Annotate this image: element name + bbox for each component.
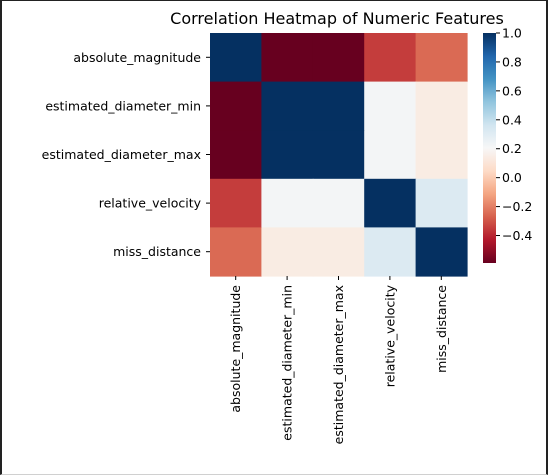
column-label: absolute_magnitude bbox=[228, 285, 243, 413]
heatmap-cell bbox=[312, 81, 365, 131]
heatmap-cell bbox=[415, 227, 468, 277]
heatmap-cells bbox=[210, 33, 468, 277]
heatmap-cell bbox=[364, 227, 417, 277]
row-label: miss_distance bbox=[113, 244, 201, 259]
heatmap-cell bbox=[364, 81, 417, 131]
heatmap-cell bbox=[261, 227, 314, 277]
heatmap-cell bbox=[312, 130, 365, 180]
heatmap-cell bbox=[210, 33, 262, 83]
heatmap-cell bbox=[312, 227, 365, 277]
colorbar-tick-label: 0.0 bbox=[502, 170, 522, 185]
colorbar-tick-label: 0.8 bbox=[502, 54, 522, 69]
row-label: estimated_diameter_min bbox=[45, 98, 201, 113]
row-label: relative_velocity bbox=[99, 196, 202, 211]
heatmap-cell bbox=[364, 178, 417, 228]
column-label: estimated_diameter_max bbox=[331, 285, 346, 444]
heatmap-cell bbox=[261, 33, 314, 83]
row-label: absolute_magnitude bbox=[73, 50, 201, 65]
heatmap-cell bbox=[210, 130, 262, 180]
heatmap-cell bbox=[415, 81, 468, 131]
heatmap-cell bbox=[261, 81, 314, 131]
heatmap-cell bbox=[312, 178, 365, 228]
heatmap-cell bbox=[364, 130, 417, 180]
colorbar-tick-label: 0.4 bbox=[502, 112, 522, 127]
heatmap-cell bbox=[210, 227, 262, 277]
chart-title: Correlation Heatmap of Numeric Features bbox=[170, 9, 504, 28]
heatmap-cell bbox=[210, 81, 262, 131]
heatmap-cell bbox=[210, 178, 262, 228]
colorbar-tick-label: −0.2 bbox=[502, 199, 532, 214]
colorbar-tick-label: 1.0 bbox=[502, 26, 522, 41]
heatmap-cell bbox=[364, 33, 417, 83]
heatmap-cell bbox=[415, 130, 468, 180]
heatmap-cell bbox=[312, 33, 365, 83]
row-labels: absolute_magnitude estimated_diameter_min… bbox=[42, 50, 210, 259]
heatmap-cell bbox=[261, 178, 314, 228]
colorbar bbox=[483, 33, 496, 263]
column-label: relative_velocity bbox=[382, 284, 397, 387]
heatmap-cell bbox=[415, 178, 468, 228]
heatmap-cell bbox=[415, 33, 468, 83]
colorbar-tick-label: −0.4 bbox=[502, 228, 532, 243]
column-label: estimated_diameter_min bbox=[280, 285, 295, 441]
column-labels: absolute_magnitude estimated_diameter_min… bbox=[228, 276, 449, 444]
colorbar-ticks: 1.0 0.8 0.6 0.4 0.2 0.0 −0.2 −0.4 bbox=[496, 26, 532, 243]
column-label: miss_distance bbox=[434, 285, 449, 373]
colorbar-tick-label: 0.2 bbox=[502, 141, 522, 156]
heatmap-cell bbox=[261, 130, 314, 180]
row-label: estimated_diameter_max bbox=[42, 147, 201, 162]
colorbar-tick-label: 0.6 bbox=[502, 83, 522, 98]
